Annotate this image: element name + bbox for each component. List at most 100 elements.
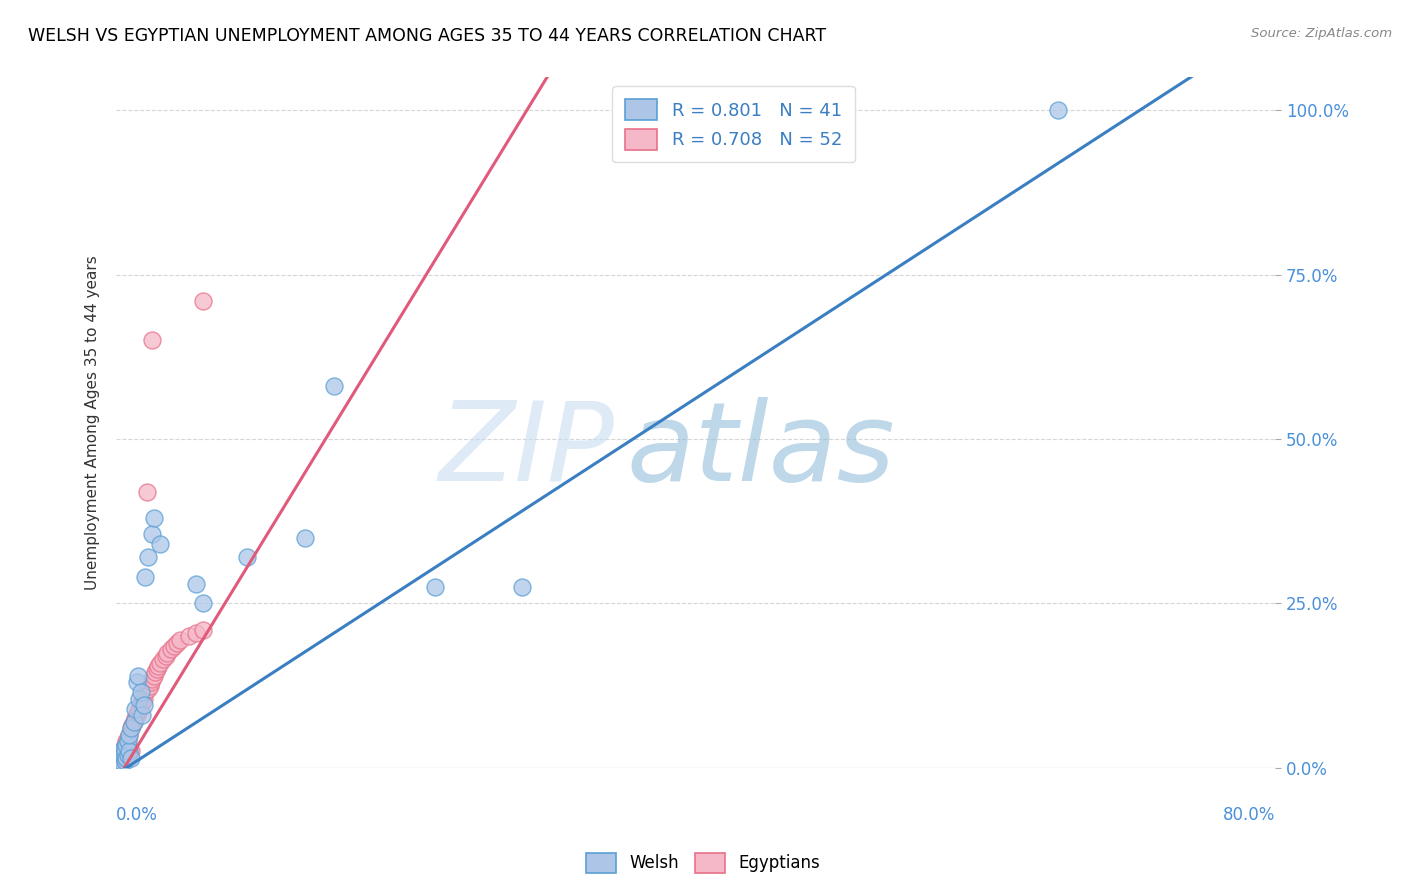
Y-axis label: Unemployment Among Ages 35 to 44 years: Unemployment Among Ages 35 to 44 years — [86, 255, 100, 590]
Point — [193, 293, 215, 308]
Point — [131, 695, 153, 709]
Point — [108, 756, 131, 770]
Point — [169, 632, 191, 647]
Text: 80.0%: 80.0% — [1223, 805, 1275, 823]
Point — [121, 718, 143, 732]
Point — [510, 580, 533, 594]
Point — [124, 701, 146, 715]
Point — [141, 334, 163, 348]
Text: atlas: atlas — [626, 397, 894, 504]
Point — [177, 629, 200, 643]
Point — [108, 747, 131, 762]
Point — [148, 658, 170, 673]
Point — [117, 747, 139, 762]
Point — [134, 570, 156, 584]
Point — [108, 757, 131, 772]
Point — [114, 744, 136, 758]
Point — [117, 731, 139, 745]
Point — [146, 662, 169, 676]
Point — [112, 751, 135, 765]
Point — [163, 639, 186, 653]
Text: WELSH VS EGYPTIAN UNEMPLOYMENT AMONG AGES 35 TO 44 YEARS CORRELATION CHART: WELSH VS EGYPTIAN UNEMPLOYMENT AMONG AGE… — [28, 27, 827, 45]
Point — [117, 734, 139, 748]
Text: Source: ZipAtlas.com: Source: ZipAtlas.com — [1251, 27, 1392, 40]
Point — [129, 698, 152, 713]
Point — [107, 754, 129, 768]
Point — [141, 672, 163, 686]
Point — [120, 751, 142, 765]
Point — [124, 711, 146, 725]
Point — [132, 698, 155, 713]
Point — [149, 537, 172, 551]
Point — [120, 744, 142, 758]
Point — [111, 756, 134, 770]
Point — [136, 550, 159, 565]
Point — [108, 751, 131, 765]
Point — [145, 665, 167, 680]
Point — [114, 754, 136, 768]
Point — [184, 626, 207, 640]
Point — [118, 728, 141, 742]
Point — [110, 751, 132, 765]
Point — [122, 714, 145, 729]
Point — [111, 753, 134, 767]
Point — [114, 748, 136, 763]
Point — [118, 744, 141, 758]
Point — [120, 721, 142, 735]
Point — [235, 550, 257, 565]
Legend: R = 0.801   N = 41, R = 0.708   N = 52: R = 0.801 N = 41, R = 0.708 N = 52 — [612, 87, 855, 162]
Legend: Welsh, Egyptians: Welsh, Egyptians — [579, 847, 827, 880]
Text: 0.0%: 0.0% — [117, 805, 157, 823]
Point — [120, 721, 142, 735]
Point — [115, 738, 138, 752]
Point — [107, 757, 129, 772]
Point — [184, 576, 207, 591]
Point — [111, 744, 134, 758]
Point — [141, 527, 163, 541]
Point — [125, 708, 148, 723]
Text: ZIP: ZIP — [439, 397, 614, 504]
Point — [112, 751, 135, 765]
Point — [155, 648, 177, 663]
Point — [135, 484, 157, 499]
Point — [166, 636, 188, 650]
Point — [138, 679, 160, 693]
Point — [132, 691, 155, 706]
Point — [112, 741, 135, 756]
Point — [149, 656, 172, 670]
Point — [115, 734, 138, 748]
Point — [142, 668, 165, 682]
Point — [122, 714, 145, 729]
Point — [193, 623, 215, 637]
Point — [294, 531, 316, 545]
Point — [134, 685, 156, 699]
Point — [107, 757, 129, 772]
Point — [1047, 103, 1070, 118]
Point — [127, 705, 149, 719]
Point — [118, 741, 141, 756]
Point — [129, 685, 152, 699]
Point — [111, 744, 134, 758]
Point — [156, 646, 179, 660]
Point — [110, 754, 132, 768]
Point — [110, 754, 132, 768]
Point — [117, 744, 139, 758]
Point — [107, 754, 129, 768]
Point — [152, 652, 174, 666]
Point — [128, 691, 150, 706]
Point — [115, 751, 138, 765]
Point — [127, 668, 149, 682]
Point — [193, 596, 215, 610]
Point — [118, 728, 141, 742]
Point — [322, 379, 344, 393]
Point — [142, 511, 165, 525]
Point — [125, 675, 148, 690]
Point — [131, 708, 153, 723]
Point — [112, 741, 135, 756]
Point — [160, 642, 183, 657]
Point — [139, 675, 162, 690]
Point — [423, 580, 446, 594]
Point — [114, 738, 136, 752]
Point — [128, 701, 150, 715]
Point — [110, 747, 132, 762]
